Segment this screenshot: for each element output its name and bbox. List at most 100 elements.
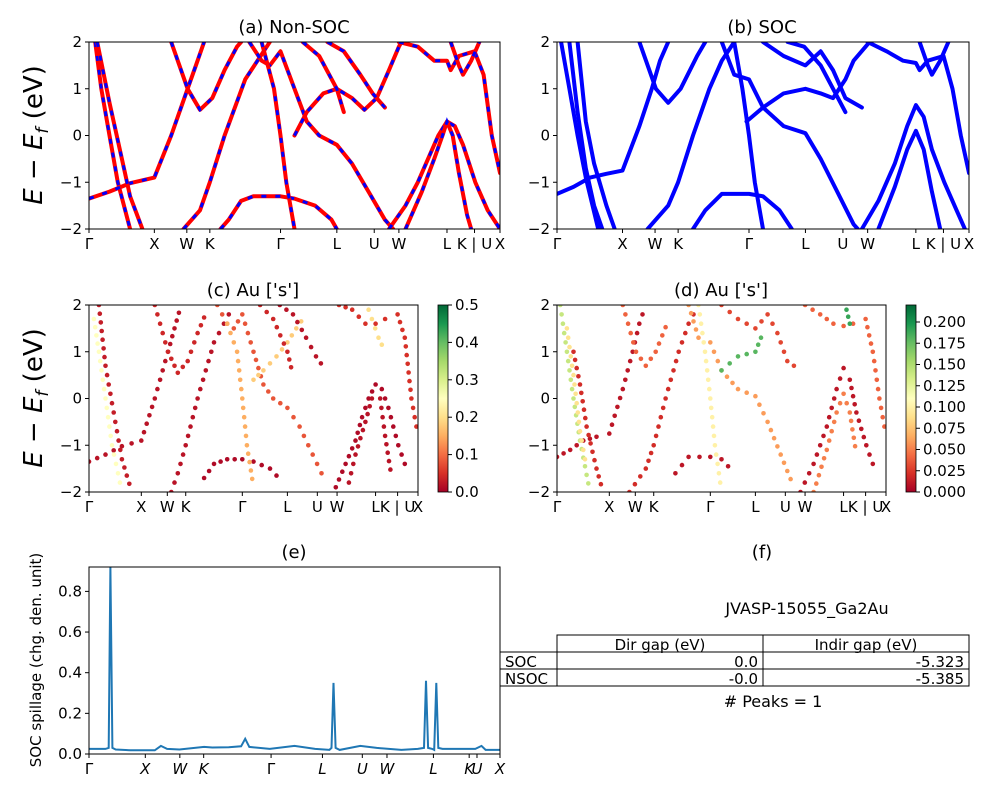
scatter-point-c xyxy=(152,396,158,401)
scatter-point-d xyxy=(810,307,815,313)
scatter-point-c xyxy=(314,461,320,467)
scatter-point-d xyxy=(761,411,766,416)
scatter-point-d xyxy=(814,452,820,457)
ytick-label-e: 0.6 xyxy=(58,623,82,641)
xtick-label-c: L xyxy=(371,498,380,516)
scatter-point-c xyxy=(198,323,204,328)
colorbar-tick-label-d: 0.000 xyxy=(923,483,966,501)
scatter-point-c xyxy=(291,414,296,420)
scatter-point-c xyxy=(357,422,363,428)
scatter-point-c xyxy=(169,356,174,362)
xtick-label-e: X xyxy=(139,760,151,778)
xtick-label-a: K | U xyxy=(457,235,492,253)
scatter-point-c xyxy=(99,328,104,334)
scatter-point-c xyxy=(240,396,245,401)
colorbar-tick-label-d: 0.075 xyxy=(923,419,966,437)
scatter-point-d xyxy=(826,414,832,420)
ytick-label-e: 0.4 xyxy=(58,664,82,682)
band-line-a-4 xyxy=(169,42,244,112)
scatter-point-c xyxy=(114,428,120,434)
xtick-label-e: K xyxy=(199,760,210,778)
band-line-a-5 xyxy=(218,194,339,229)
xtick-label-d: X xyxy=(881,498,891,516)
scatter-point-d xyxy=(791,363,797,369)
scatter-points-d xyxy=(557,305,886,492)
scatter-point-d xyxy=(753,393,758,399)
scatter-point-c xyxy=(367,404,373,409)
scatter-point-c xyxy=(379,342,385,348)
scatter-point-d xyxy=(724,374,730,380)
scatter-point-d xyxy=(708,340,713,345)
scatter-point-d xyxy=(648,356,654,362)
scatter-point-c xyxy=(395,312,400,317)
scatter-point-c xyxy=(141,429,147,435)
scatter-point-d xyxy=(821,433,826,439)
scatter-point-d xyxy=(824,447,830,453)
scatter-point-c xyxy=(111,410,116,415)
scatter-point-c xyxy=(188,424,193,429)
scatter-point-c xyxy=(113,461,119,467)
scatter-point-d xyxy=(711,433,717,439)
scatter-point-d xyxy=(573,391,578,397)
scatter-point-c xyxy=(104,372,110,378)
scatter-point-d xyxy=(607,431,612,436)
scatter-point-d xyxy=(571,372,576,378)
scatter-point-c xyxy=(251,377,256,383)
scatter-point-c xyxy=(155,386,160,392)
scatter-point-c xyxy=(261,368,266,373)
scatter-point-d xyxy=(588,441,593,446)
scatter-point-c xyxy=(310,452,316,457)
scatter-point-d xyxy=(660,405,666,411)
scatter-point-c xyxy=(160,330,165,336)
scatter-point-d xyxy=(844,400,849,406)
scatter-point-d xyxy=(640,312,645,317)
scatter-point-d xyxy=(850,393,856,399)
xtick-label-b: W xyxy=(860,235,875,253)
scatter-point-d xyxy=(845,314,851,320)
scatter-point-c xyxy=(404,352,410,358)
scatter-point-c xyxy=(281,341,287,346)
scatter-point-c xyxy=(270,316,276,322)
scatter-point-c xyxy=(388,467,393,472)
scatter-point-d xyxy=(561,330,567,336)
scatter-point-d xyxy=(735,316,741,322)
scatter-point-d xyxy=(638,474,643,479)
scatter-point-d xyxy=(665,386,671,392)
scatter-point-c xyxy=(155,312,160,317)
table-row-label: SOC xyxy=(505,653,537,671)
scatter-point-c xyxy=(356,314,362,320)
scatter-point-d xyxy=(710,424,716,429)
scatter-point-d xyxy=(847,377,853,383)
scatter-point-d xyxy=(646,458,651,464)
scatter-point-c xyxy=(116,438,121,443)
scatter-point-c xyxy=(333,485,339,490)
scatter-point-c xyxy=(109,443,115,448)
scatter-point-c xyxy=(218,459,223,464)
scatter-point-d xyxy=(873,368,878,373)
scatter-point-d xyxy=(582,457,588,462)
scatter-point-c xyxy=(298,319,304,324)
scatter-point-d xyxy=(753,326,758,331)
scatter-point-d xyxy=(697,312,703,317)
scatter-point-d xyxy=(592,457,597,463)
scatter-point-d xyxy=(653,433,659,439)
scatter-point-c xyxy=(113,419,118,425)
scatter-point-c xyxy=(97,358,103,364)
scatter-point-d xyxy=(564,349,570,355)
scatter-point-c xyxy=(209,349,214,355)
scatter-point-c xyxy=(119,443,125,449)
scatter-point-c xyxy=(172,326,177,331)
scatter-point-d xyxy=(574,400,579,406)
scatter-point-d xyxy=(568,377,574,383)
ytick-label-d: 1 xyxy=(540,343,550,361)
xtick-label-c: Γ xyxy=(85,498,94,516)
scatter-point-d xyxy=(847,410,853,415)
axes-frame-d xyxy=(556,304,887,493)
scatter-point-c xyxy=(242,321,248,327)
panel-f-title: (f) xyxy=(752,542,772,563)
ytick-label-d: 0 xyxy=(540,390,550,408)
scatter-point-c xyxy=(306,443,311,448)
scatter-point-c xyxy=(192,405,198,411)
scatter-point-d xyxy=(871,358,877,364)
scatter-point-d xyxy=(837,376,843,381)
